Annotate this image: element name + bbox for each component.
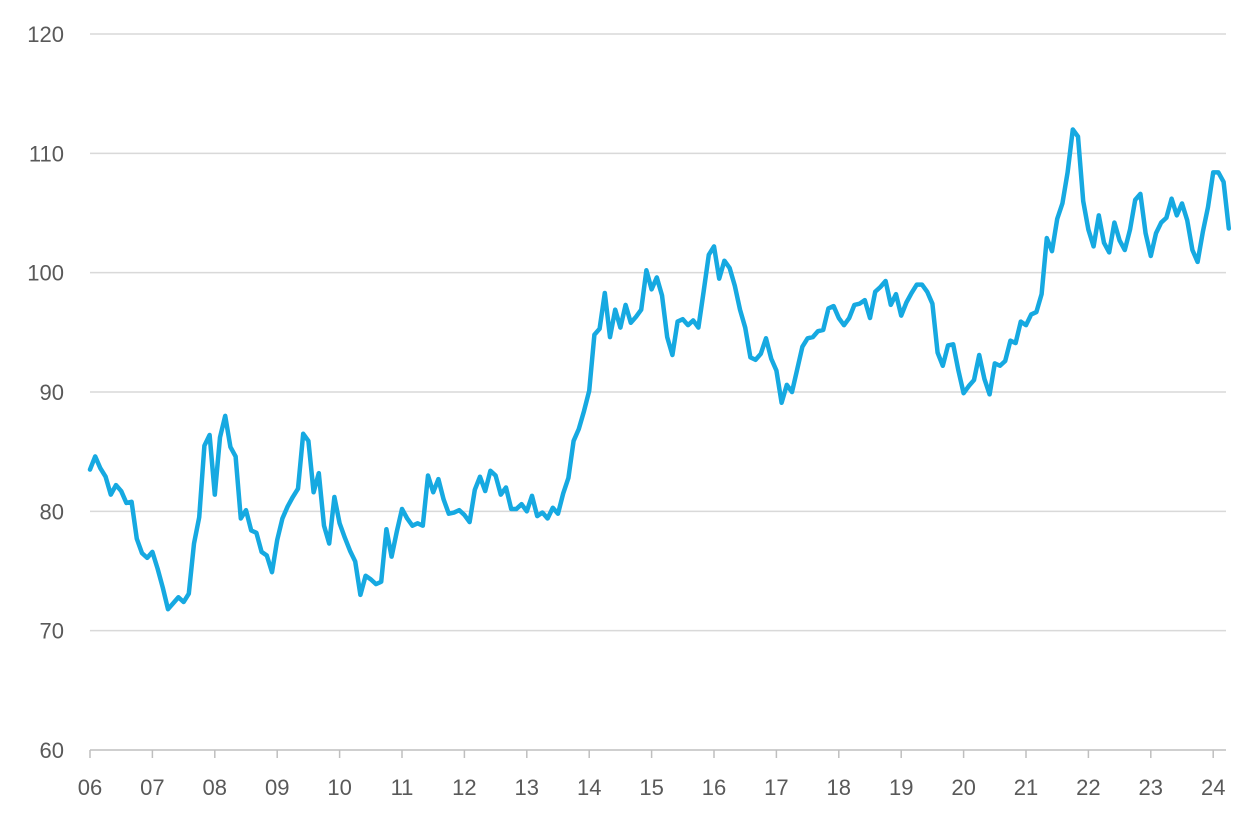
x-tick-label: 22 <box>1076 775 1100 800</box>
x-tick-label: 15 <box>639 775 663 800</box>
x-tick-label: 11 <box>391 775 414 800</box>
gridlines <box>90 33 1226 632</box>
series-group <box>87 127 1232 612</box>
x-tick-label: 09 <box>265 775 289 800</box>
x-axis <box>89 749 1226 758</box>
x-tick-label: 16 <box>702 775 726 800</box>
y-tick-label: 100 <box>27 261 64 286</box>
y-tick-label: 60 <box>40 738 64 763</box>
y-tick-label: 110 <box>29 141 64 166</box>
x-tick-label: 14 <box>577 775 601 800</box>
x-tick-label: 13 <box>515 775 539 800</box>
x-tick-label: 18 <box>827 775 851 800</box>
x-tick-label: 10 <box>327 775 351 800</box>
series-line-0 <box>87 127 1232 612</box>
x-tick-label: 12 <box>452 775 476 800</box>
x-tick-label: 19 <box>889 775 913 800</box>
x-tick-label: 21 <box>1014 775 1038 800</box>
x-tick-label: 23 <box>1139 775 1163 800</box>
x-tick-label: 08 <box>203 775 227 800</box>
y-axis-tick-labels: 60 70 80 90 100 110 120 <box>27 22 64 763</box>
y-tick-label: 120 <box>27 22 64 47</box>
x-tick-label: 24 <box>1201 775 1225 800</box>
y-tick-label: 90 <box>40 380 64 405</box>
y-tick-label: 80 <box>40 499 64 524</box>
x-tick-label: 17 <box>764 775 788 800</box>
x-tick-label: 06 <box>78 775 102 800</box>
x-axis-tick-labels: 06 07 08 09 10 11 12 13 14 15 16 17 18 19 20 21 22 23 24 <box>78 775 1226 800</box>
x-tick-label: 20 <box>951 775 975 800</box>
y-tick-label: 70 <box>40 619 64 644</box>
x-tick-label: 07 <box>140 775 164 800</box>
